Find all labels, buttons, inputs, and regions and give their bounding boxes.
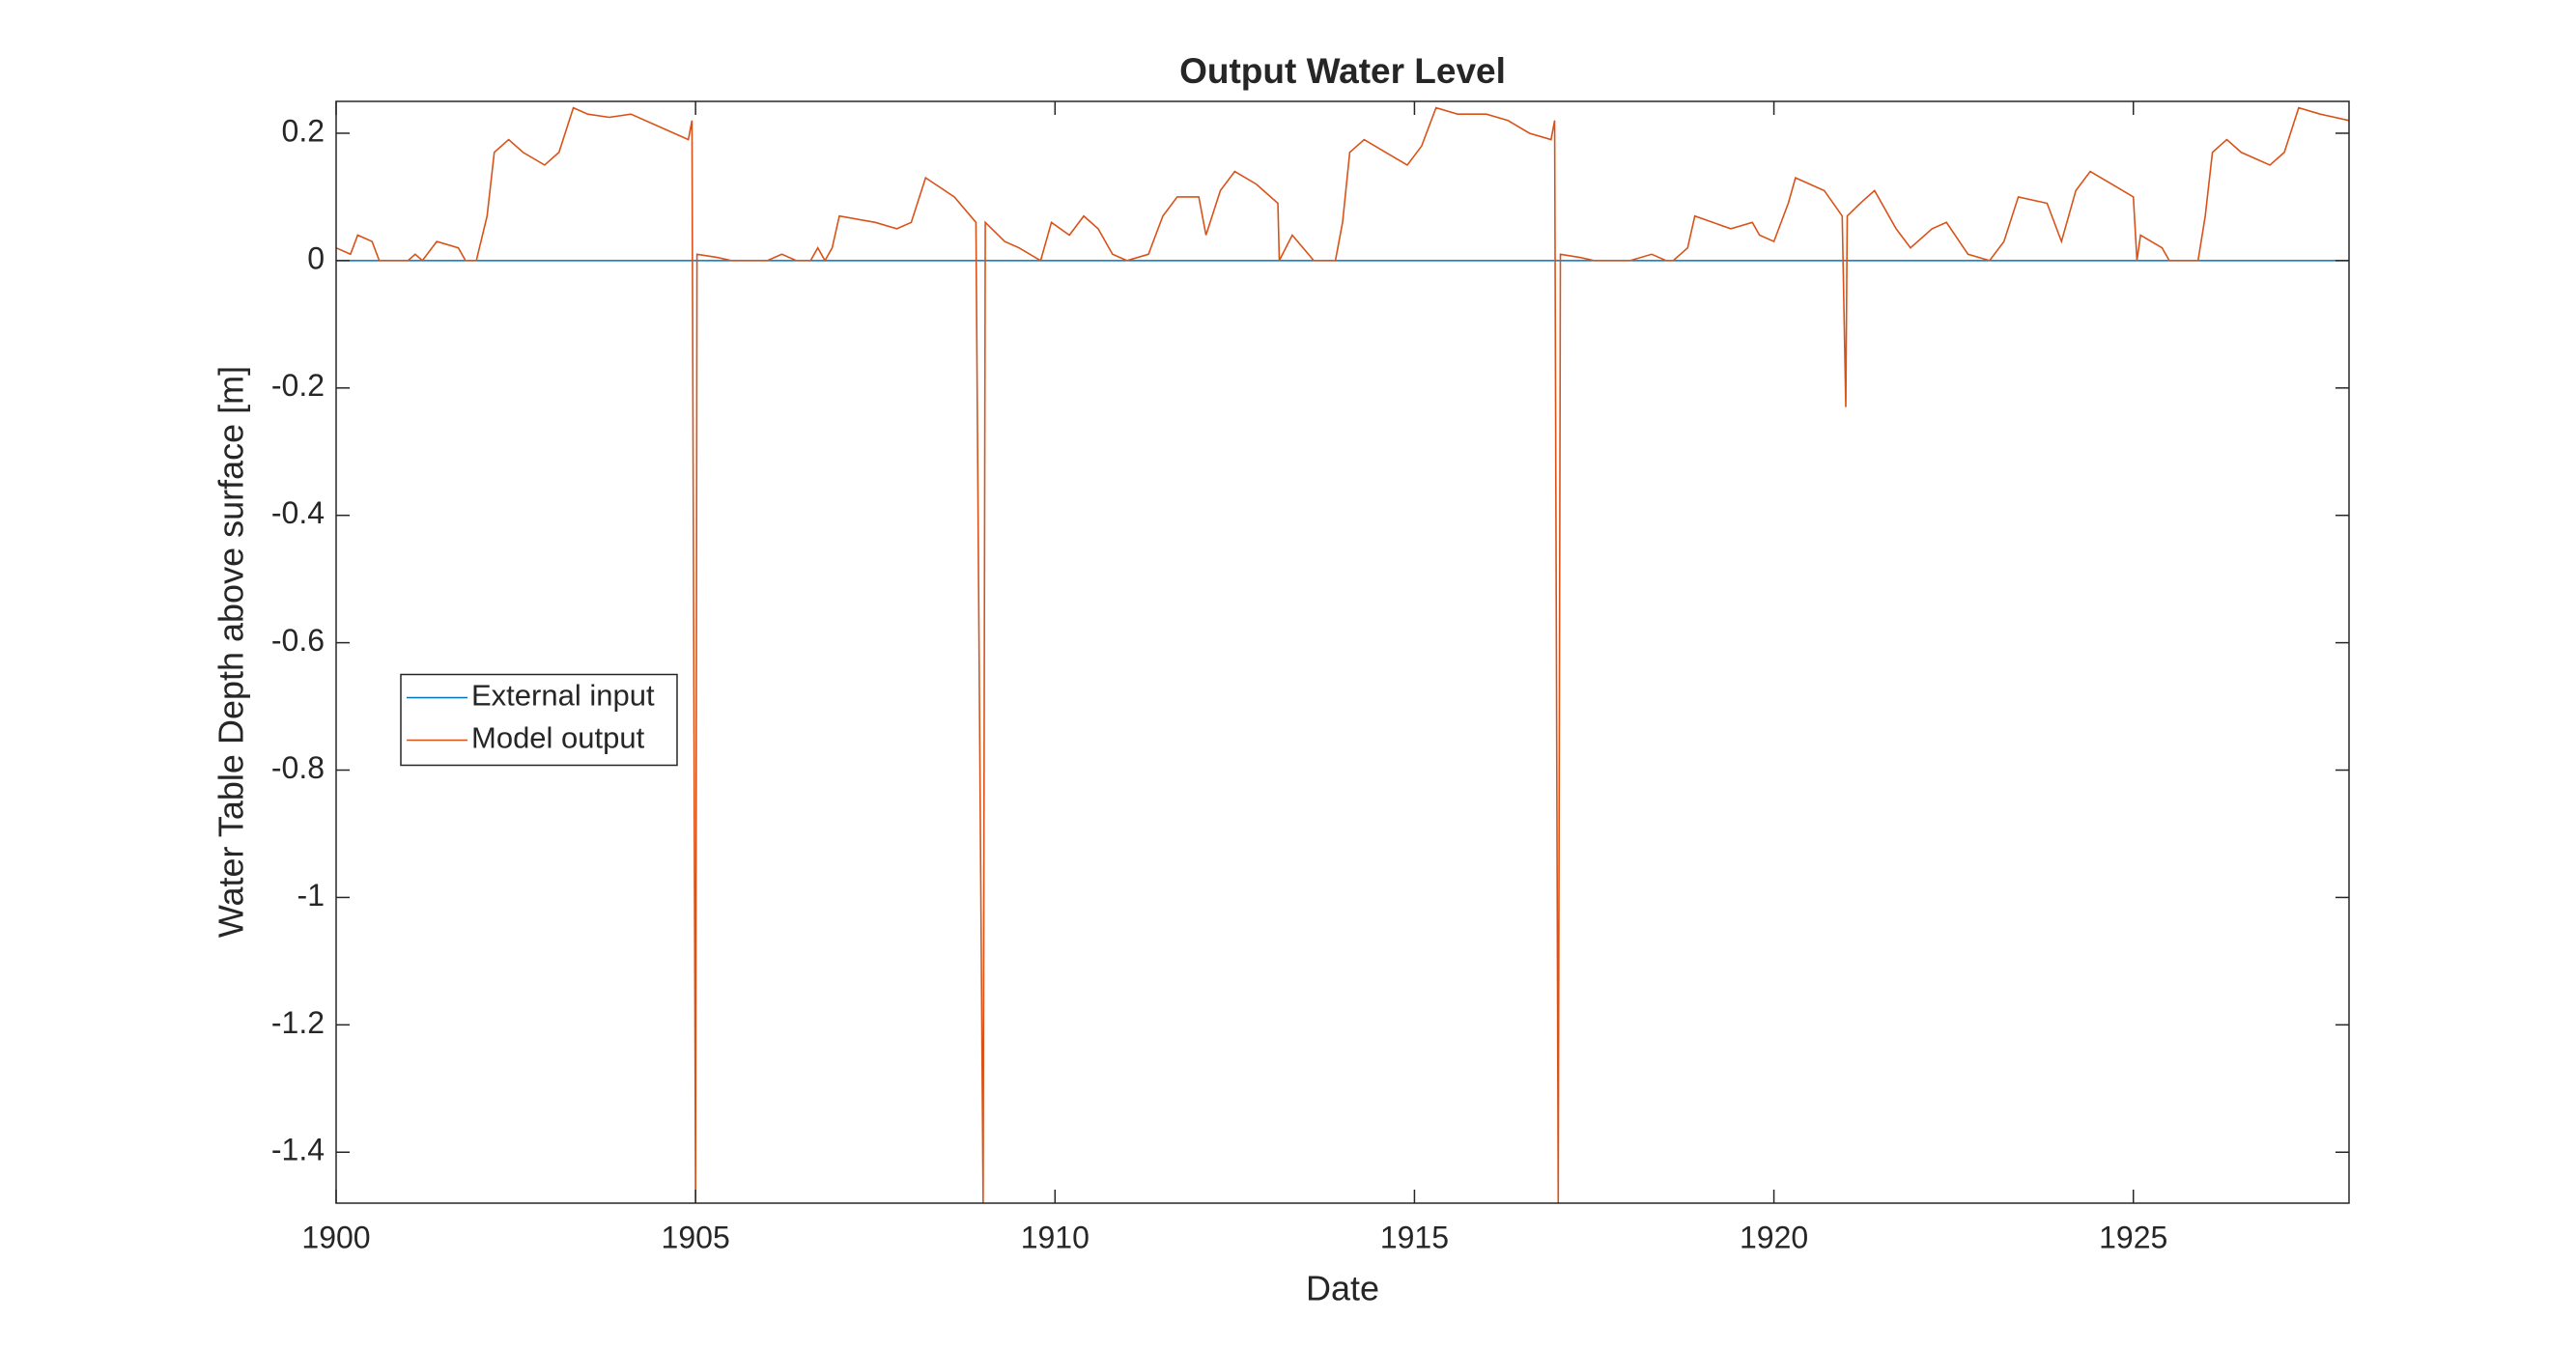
y-tick-label: -1 <box>297 878 325 913</box>
series-line <box>335 106 2350 1204</box>
y-tick-label: 0.2 <box>282 113 325 148</box>
x-tick-label: 1910 <box>1021 1220 1090 1254</box>
x-tick-label: 1900 <box>301 1220 370 1254</box>
legend: External input Model output <box>400 673 678 767</box>
x-axis-label: Date <box>1306 1269 1379 1308</box>
y-tick-label: -0.6 <box>271 623 325 658</box>
x-tick-label: 1915 <box>1380 1220 1449 1254</box>
chart-title: Output Water Level <box>1179 51 1506 91</box>
plot <box>335 106 2350 1204</box>
x-tick-label: 1905 <box>662 1220 730 1254</box>
y-tick-label: -1.4 <box>271 1133 325 1167</box>
y-tick-label: -0.8 <box>271 750 325 785</box>
axes-box <box>335 100 2350 1204</box>
y-tick-label: -1.2 <box>271 1005 325 1040</box>
plot-area <box>336 101 2349 1203</box>
y-tick-label: -0.2 <box>271 368 325 403</box>
y-tick-label: -0.4 <box>271 495 325 530</box>
y-axis-label: Water Table Depth above surface [m] <box>212 366 251 938</box>
legend-box <box>400 673 678 767</box>
legend-label: External input <box>471 679 655 713</box>
legend-label: Model output <box>471 721 645 755</box>
x-tick-label: 1925 <box>2099 1220 2167 1254</box>
x-tick-label: 1920 <box>1740 1220 1808 1254</box>
y-tick-label: 0 <box>307 240 325 275</box>
